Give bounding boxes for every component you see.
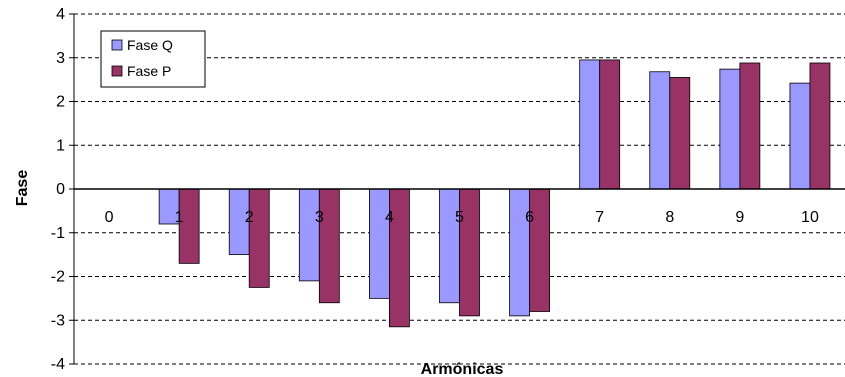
bar-fase-p-9 — [739, 62, 761, 190]
x-tick-label: 0 — [105, 209, 114, 226]
y-tick-labels: 4 3 2 1 0 -1 -2 -3 -4 — [51, 6, 74, 373]
bars — [158, 59, 831, 328]
legend-swatch-fase-q — [111, 39, 123, 51]
y-tick-label: -2 — [51, 269, 65, 286]
x-tick-label: 2 — [245, 209, 254, 226]
x-axis-title: Armónicas — [421, 361, 504, 377]
y-tick-label: 0 — [56, 181, 65, 198]
bar-fase-q-5 — [439, 188, 460, 304]
x-tick-label: 6 — [525, 209, 534, 226]
y-tick-label: -1 — [51, 225, 65, 242]
x-tick-label: 9 — [735, 209, 744, 226]
x-tick-label: 7 — [595, 209, 604, 226]
legend-swatch-fase-p — [111, 65, 123, 77]
bar-fase-p-1 — [178, 188, 200, 264]
y-tick-label: 2 — [56, 94, 65, 111]
bar-fase-q-8 — [649, 71, 671, 190]
bar-fase-p-3 — [318, 188, 340, 304]
x-tick-label: 1 — [175, 209, 184, 226]
y-tick-label: -3 — [51, 312, 65, 329]
bar-fase-p-8 — [669, 77, 691, 190]
bar-fase-p-10 — [809, 62, 831, 190]
bar-fase-q-3 — [298, 188, 320, 282]
legend-label-fase-q: Fase Q — [127, 37, 173, 53]
x-tick-labels: 0 1 2 3 4 5 6 7 8 9 10 — [105, 209, 819, 226]
bar-fase-p-7 — [599, 59, 621, 190]
y-tick-label: 1 — [56, 137, 65, 154]
x-tick-label: 4 — [385, 209, 394, 226]
x-tick-label: 10 — [801, 209, 819, 226]
x-tick-label: 5 — [455, 209, 464, 226]
legend: Fase Q Fase P — [100, 30, 206, 88]
y-tick-label: -4 — [51, 356, 65, 373]
bar-fase-q-10 — [789, 82, 811, 190]
y-axis-title: Fase — [14, 170, 31, 207]
y-tick-label: 4 — [56, 6, 65, 23]
x-tick-label: 8 — [665, 209, 674, 226]
bar-fase-p-6 — [529, 188, 550, 312]
bar-fase-q-9 — [719, 68, 741, 190]
legend-label-fase-p: Fase P — [127, 63, 171, 79]
bar-fase-q-7 — [579, 59, 601, 190]
bar-fase-q-4 — [369, 188, 390, 299]
bar-fase-p-2 — [248, 188, 270, 288]
x-tick-label: 3 — [315, 209, 324, 226]
y-tick-label: 3 — [56, 50, 65, 67]
